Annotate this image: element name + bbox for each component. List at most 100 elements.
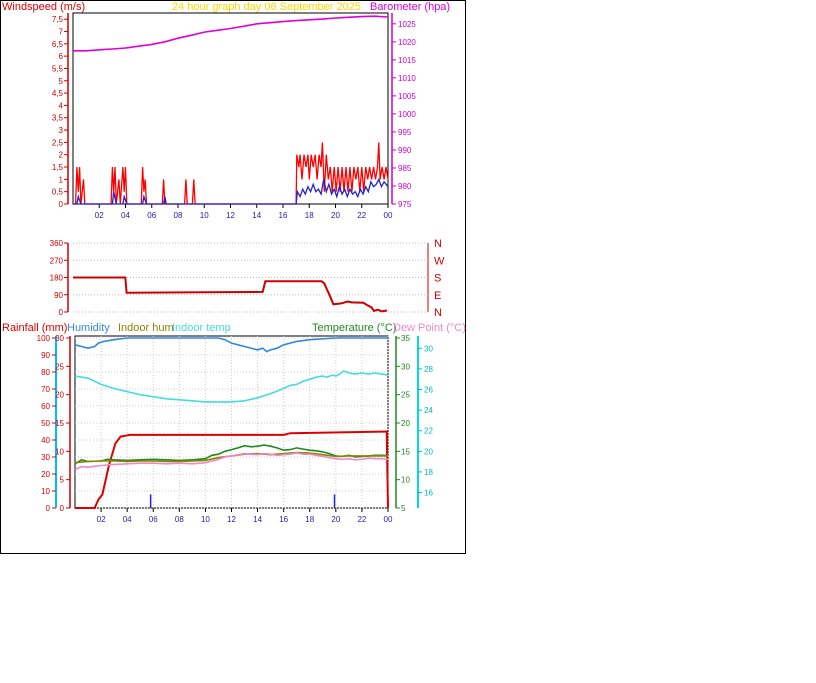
x-tick-label: 18 xyxy=(305,211,314,220)
temperature-tick-label: 25 xyxy=(401,391,410,400)
indoor-hum-label: Indoor hum xyxy=(118,322,174,334)
windspeed-tick-label: 5 xyxy=(59,77,64,86)
x-tick-label: 04 xyxy=(123,515,132,524)
x-tick-label: 10 xyxy=(201,515,210,524)
barometer-line xyxy=(73,15,389,52)
windspeed-tick-label: 0 xyxy=(59,200,64,209)
windspeed-tick-label: 7,5 xyxy=(52,15,64,24)
humidity-tick-label: 5 xyxy=(60,476,65,485)
windspeed-tick-label: 4,5 xyxy=(52,89,64,98)
direction-tick-label: 180 xyxy=(50,274,64,283)
windspeed-tick-label: 6,5 xyxy=(52,40,64,49)
windspeed-axis-label: Windspeed (m/s) xyxy=(2,1,85,13)
graph-title: 24 hour graph day 06 September 2025 xyxy=(172,1,361,13)
rainfall-tick-label: 10 xyxy=(41,487,50,496)
x-tick-label: 16 xyxy=(279,211,288,220)
indoor-temp-tick-label: 22 xyxy=(424,427,433,436)
compass-label: S xyxy=(434,273,441,285)
barometer-tick-label: 1005 xyxy=(398,92,416,101)
rainfall-tick-label: 100 xyxy=(37,334,51,343)
x-tick-label: 20 xyxy=(331,211,340,220)
indoor-temp-label: Indoor temp xyxy=(172,322,231,334)
x-tick-label: 02 xyxy=(97,515,106,524)
x-tick-label: 02 xyxy=(95,211,104,220)
indoor-temp-tick-label: 30 xyxy=(424,344,433,353)
compass-label: E xyxy=(434,290,441,302)
barometer-tick-label: 1015 xyxy=(398,56,416,65)
rainfall-tick-label: 20 xyxy=(41,470,50,479)
rainfall-tick-label: 60 xyxy=(41,402,50,411)
humidity-tick-label: 10 xyxy=(55,447,64,456)
windspeed-tick-label: 3 xyxy=(59,126,64,135)
humidity-axis-label: Humidity xyxy=(67,322,110,334)
wind_avg-line xyxy=(73,177,389,205)
x-tick-label: 00 xyxy=(384,515,393,524)
indoor-temp-tick-label: 16 xyxy=(424,489,433,498)
direction-tick-label: 270 xyxy=(50,256,64,265)
rainfall-axis-label: Rainfall (mm) xyxy=(2,322,67,334)
rainfall-tick-label: 80 xyxy=(41,368,50,377)
x-tick-label: 14 xyxy=(253,515,262,524)
rainfall-tick-label: 70 xyxy=(41,385,50,394)
temperature-tick-label: 15 xyxy=(401,447,410,456)
humidity-tick-label: 15 xyxy=(55,419,64,428)
rainfall-tick-label: 90 xyxy=(41,351,50,360)
x-tick-label: 06 xyxy=(147,211,156,220)
x-tick-label: 22 xyxy=(357,515,366,524)
windspeed-tick-label: 1 xyxy=(59,175,64,184)
x-tick-label: 12 xyxy=(226,211,235,220)
barometer-tick-label: 990 xyxy=(398,146,412,155)
direction-tick-label: 360 xyxy=(50,239,64,248)
barometer-tick-label: 1010 xyxy=(398,74,416,83)
wind_gust-line xyxy=(73,142,389,205)
indoor-temp-tick-label: 18 xyxy=(424,468,433,477)
rainfall-tick-label: 0 xyxy=(46,504,51,513)
barometer-tick-label: 975 xyxy=(398,200,412,209)
direction-tick-label: 0 xyxy=(59,308,64,317)
compass-label: N xyxy=(434,238,442,250)
temperature-tick-label: 5 xyxy=(401,504,406,513)
x-tick-label: 00 xyxy=(384,211,393,220)
temperature-tick-label: 20 xyxy=(401,419,410,428)
temperature-tick-label: 35 xyxy=(401,334,410,343)
humidity-tick-label: 20 xyxy=(55,391,64,400)
rainfall-line xyxy=(75,430,389,509)
temperature-humidity-panel: 02 04 06 08 10 12 14 16 18 20 22 000102030405060708… xyxy=(37,334,434,524)
barometer-tick-label: 1025 xyxy=(398,20,416,29)
windspeed-tick-label: 2 xyxy=(59,151,64,160)
windspeed-tick-label: 0,5 xyxy=(52,188,64,197)
barometer-tick-label: 1000 xyxy=(398,110,416,119)
x-tick-label: 04 xyxy=(121,211,130,220)
barometer-tick-label: 1020 xyxy=(398,38,416,47)
x-tick-label: 18 xyxy=(305,515,314,524)
windspeed-tick-label: 7 xyxy=(59,27,64,36)
windspeed-tick-label: 2,5 xyxy=(52,138,64,147)
x-tick-label: 14 xyxy=(252,211,261,220)
windspeed-tick-label: 1,5 xyxy=(52,163,64,172)
windspeed-tick-label: 4 xyxy=(59,101,64,110)
indoor-temp-tick-label: 28 xyxy=(424,365,433,374)
indoor-temp-tick-label: 24 xyxy=(424,406,433,415)
temperature-axis-label: Temperature (°C) xyxy=(312,322,396,334)
barometer-tick-label: 995 xyxy=(398,128,412,137)
dew-point-axis-label: Dew Point (°C) xyxy=(393,322,466,334)
x-tick-label: 20 xyxy=(331,515,340,524)
x-tick-label: 22 xyxy=(357,211,366,220)
compass-label: W xyxy=(434,255,445,267)
humidity-tick-label: 30 xyxy=(55,334,64,343)
x-tick-label: 08 xyxy=(175,515,184,524)
barometer-tick-label: 985 xyxy=(398,164,412,173)
windspeed-tick-label: 5,5 xyxy=(52,64,64,73)
indoor-temp-tick-label: 26 xyxy=(424,386,433,395)
x-tick-label: 10 xyxy=(200,211,209,220)
direction-line xyxy=(73,276,388,313)
windspeed-tick-label: 3,5 xyxy=(52,114,64,123)
indoor-temp-line xyxy=(74,370,389,403)
temperature-tick-label: 10 xyxy=(401,476,410,485)
x-tick-label: 08 xyxy=(174,211,183,220)
x-tick-label: 12 xyxy=(227,515,236,524)
humidity-tick-label: 25 xyxy=(55,362,64,371)
x-tick-label: 06 xyxy=(149,515,158,524)
